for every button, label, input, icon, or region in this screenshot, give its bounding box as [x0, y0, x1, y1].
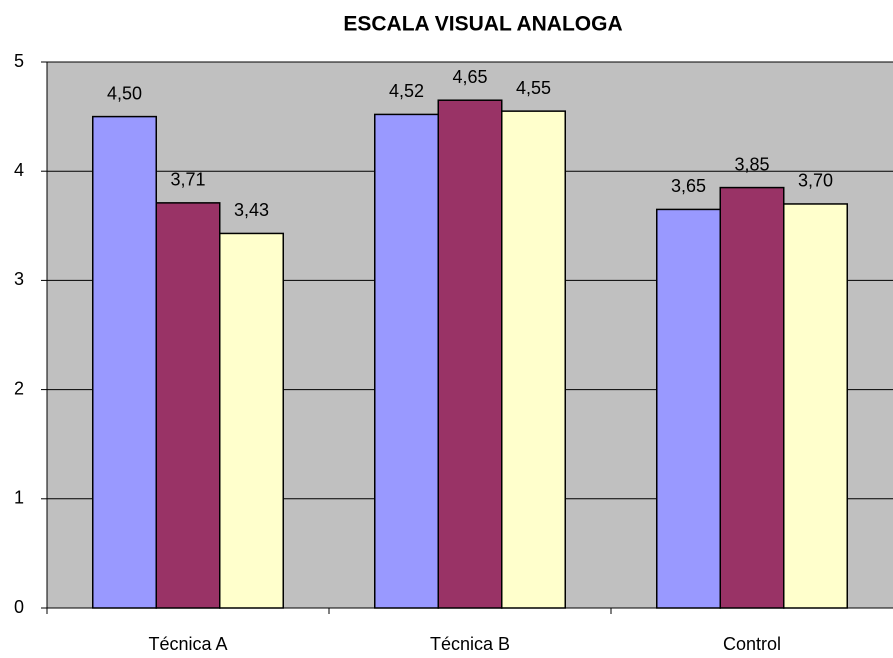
chart-title: ESCALA VISUAL ANALOGA: [343, 13, 622, 36]
value-label: 4,65: [452, 67, 487, 87]
y-tick-label: 4: [14, 160, 24, 180]
x-tick-label: Técnica A: [148, 634, 227, 654]
bar: [437, 99, 503, 609]
value-label: 4,55: [516, 78, 551, 98]
value-label: 3,70: [798, 171, 833, 191]
bar: [374, 113, 439, 609]
x-tick-label: Técnica B: [430, 634, 510, 654]
value-label: 3,65: [671, 176, 706, 196]
y-tick-label: 1: [14, 488, 24, 508]
y-tick-label: 3: [14, 269, 24, 289]
bar: [92, 115, 157, 609]
bar: [656, 208, 721, 609]
bar: [783, 203, 848, 609]
bar: [155, 202, 221, 609]
bar: [719, 186, 785, 609]
bar: [219, 232, 284, 609]
value-label: 3,85: [734, 154, 769, 174]
y-tick-label: 0: [14, 597, 24, 617]
y-tick-label: 2: [14, 378, 24, 398]
y-tick-label: 5: [14, 51, 24, 71]
value-label: 3,71: [170, 170, 205, 190]
value-label: 4,50: [107, 83, 142, 103]
bar: [501, 110, 566, 609]
x-tick-label: Control: [723, 634, 781, 654]
value-label: 3,43: [234, 200, 269, 220]
value-label: 4,52: [389, 81, 424, 101]
